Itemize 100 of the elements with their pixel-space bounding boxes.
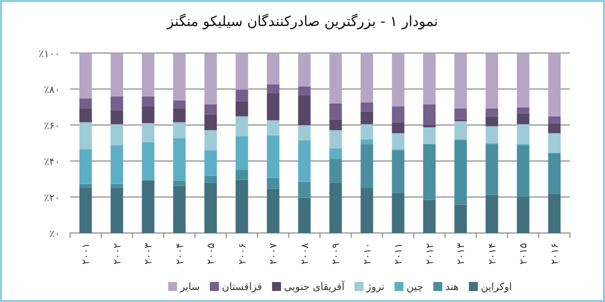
bar xyxy=(236,101,248,116)
bar xyxy=(236,136,248,170)
title: نمودار ۱ - بزرگترین صادرکنندگان سیلیکو منگنز xyxy=(167,14,438,30)
legend-label: قزاقستان xyxy=(222,282,262,293)
bar xyxy=(266,53,280,84)
bar xyxy=(79,184,92,188)
bar xyxy=(423,200,436,233)
legend-label: هند xyxy=(445,282,459,293)
bar xyxy=(79,149,92,184)
bar xyxy=(204,53,217,104)
bar xyxy=(486,194,498,233)
bar xyxy=(298,53,311,86)
bar xyxy=(173,180,186,186)
bar xyxy=(142,123,154,142)
bar xyxy=(79,53,92,98)
x-tick-label: ۲۰۰۹ xyxy=(331,243,342,264)
legend-label: چین xyxy=(406,282,424,293)
bar xyxy=(204,130,217,150)
bar xyxy=(110,110,124,124)
bar xyxy=(266,188,280,233)
bar xyxy=(423,124,436,128)
bar xyxy=(236,180,248,233)
y-tick-label: ٪۶۰ xyxy=(44,121,60,132)
legend-label: آفریقای جنوبی xyxy=(284,280,346,293)
bar xyxy=(79,108,92,122)
bar xyxy=(298,198,311,233)
bar xyxy=(298,182,311,198)
bar xyxy=(360,111,374,124)
bar xyxy=(266,135,280,178)
bar xyxy=(298,95,311,126)
bar xyxy=(516,145,530,197)
bar xyxy=(79,188,92,233)
bar xyxy=(204,176,217,183)
x-tick-label: ۲۰۰۳ xyxy=(144,242,155,264)
bar xyxy=(454,53,467,108)
bar xyxy=(548,116,561,124)
bar xyxy=(516,107,530,114)
bar xyxy=(298,140,311,182)
bar xyxy=(173,186,186,233)
bar xyxy=(329,53,342,104)
bar xyxy=(548,194,561,233)
x-tick-label: ۲۰۱۵ xyxy=(518,243,530,264)
bar xyxy=(329,182,342,233)
bar xyxy=(236,53,248,90)
bar xyxy=(204,114,217,130)
y-tick-label: ٪۲۰ xyxy=(44,193,60,204)
bar xyxy=(486,108,498,116)
bar xyxy=(392,53,404,106)
bar xyxy=(266,178,280,189)
bar xyxy=(360,102,374,112)
bar xyxy=(516,196,530,233)
bar xyxy=(329,130,342,148)
legend-label: نروژ xyxy=(366,282,384,293)
y-tick-label: ٪۴۰ xyxy=(44,157,60,168)
bar xyxy=(360,53,374,102)
bar xyxy=(110,188,124,233)
bar xyxy=(454,121,467,140)
bar xyxy=(298,125,311,140)
bar xyxy=(360,144,374,188)
bar xyxy=(392,122,404,134)
bar xyxy=(360,139,374,144)
bar xyxy=(548,153,561,194)
bar xyxy=(173,108,186,122)
legend-label: سایر xyxy=(179,282,200,293)
y-tick-label: ٪۰ xyxy=(49,229,60,240)
x-tick-label: ۲۰۱۶ xyxy=(550,243,561,264)
x-tick-label: ۲۰۰۲ xyxy=(112,243,124,264)
x-tick-label: ۲۰۱۳ xyxy=(456,242,468,264)
x-tick-label: ۲۰۱۲ xyxy=(424,243,436,264)
y-tick-label: ٪۸۰ xyxy=(44,85,60,96)
bar xyxy=(360,188,374,233)
bar xyxy=(298,86,311,96)
bar xyxy=(329,148,342,160)
x-tick-label: ۲۰۱۱ xyxy=(394,243,405,264)
bar xyxy=(454,140,467,205)
bar xyxy=(110,124,124,146)
x-tick-label: ۲۰۰۱ xyxy=(81,243,92,264)
bar xyxy=(392,106,404,122)
bar xyxy=(392,192,404,233)
bar xyxy=(204,104,217,114)
bar xyxy=(454,108,467,120)
bar xyxy=(204,150,217,176)
bar xyxy=(329,103,342,120)
x-tick-label: ۲۰۱۴ xyxy=(487,243,498,264)
x-tick-label: ۲۰۱۰ xyxy=(362,243,374,264)
bar xyxy=(548,53,561,116)
bar xyxy=(486,144,498,195)
bar xyxy=(266,84,280,94)
bar xyxy=(423,53,436,104)
bar xyxy=(142,53,154,96)
bar xyxy=(173,138,186,181)
bar xyxy=(486,116,498,126)
bar xyxy=(236,116,248,136)
legend-label: اوکراین xyxy=(480,282,512,293)
bar xyxy=(423,127,436,144)
x-tick-label: ۲۰۰۵ xyxy=(206,243,218,264)
bar xyxy=(110,184,124,188)
bar xyxy=(79,98,92,108)
bar xyxy=(236,170,248,180)
bar xyxy=(548,133,561,154)
